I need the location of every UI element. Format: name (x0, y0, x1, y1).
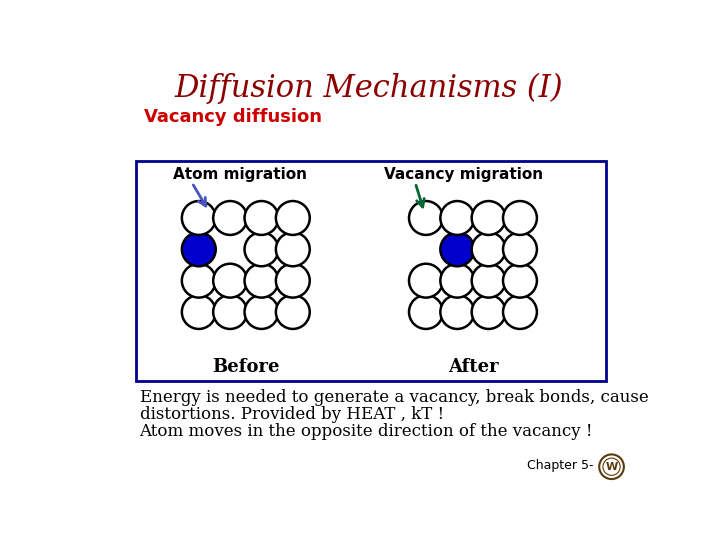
Circle shape (603, 458, 620, 475)
Circle shape (276, 295, 310, 329)
Text: After: After (448, 357, 498, 376)
Text: Diffusion Mechanisms (I): Diffusion Mechanisms (I) (175, 72, 563, 104)
Circle shape (503, 264, 537, 298)
Circle shape (276, 264, 310, 298)
Circle shape (245, 264, 279, 298)
Circle shape (276, 201, 310, 235)
Text: Chapter 5-: Chapter 5- (527, 458, 593, 472)
Circle shape (472, 232, 505, 266)
Circle shape (213, 201, 247, 235)
Circle shape (409, 264, 443, 298)
Circle shape (441, 201, 474, 235)
Text: Atom migration: Atom migration (173, 167, 307, 181)
Circle shape (182, 232, 216, 266)
Circle shape (182, 295, 216, 329)
Circle shape (409, 201, 443, 235)
Text: Energy is needed to generate a vacancy, break bonds, cause: Energy is needed to generate a vacancy, … (140, 389, 648, 406)
Circle shape (245, 232, 279, 266)
Circle shape (276, 232, 310, 266)
Circle shape (441, 264, 474, 298)
Circle shape (441, 232, 474, 266)
Circle shape (472, 264, 505, 298)
Text: Vacancy migration: Vacancy migration (384, 167, 544, 181)
Text: distortions. Provided by HEAT , kT !: distortions. Provided by HEAT , kT ! (140, 406, 444, 423)
Circle shape (472, 295, 505, 329)
Circle shape (599, 455, 624, 479)
Circle shape (409, 295, 443, 329)
Text: Before: Before (212, 357, 279, 376)
Text: W: W (606, 462, 618, 472)
Circle shape (213, 264, 247, 298)
Circle shape (245, 295, 279, 329)
Circle shape (213, 295, 247, 329)
Circle shape (245, 201, 279, 235)
Circle shape (503, 201, 537, 235)
Circle shape (503, 295, 537, 329)
Circle shape (441, 295, 474, 329)
Text: Vacancy diffusion: Vacancy diffusion (144, 108, 322, 126)
Circle shape (182, 264, 216, 298)
Circle shape (182, 201, 216, 235)
Bar (135, 161, 606, 381)
Circle shape (472, 201, 505, 235)
Circle shape (503, 232, 537, 266)
Text: Atom moves in the opposite direction of the vacancy !: Atom moves in the opposite direction of … (140, 423, 593, 440)
